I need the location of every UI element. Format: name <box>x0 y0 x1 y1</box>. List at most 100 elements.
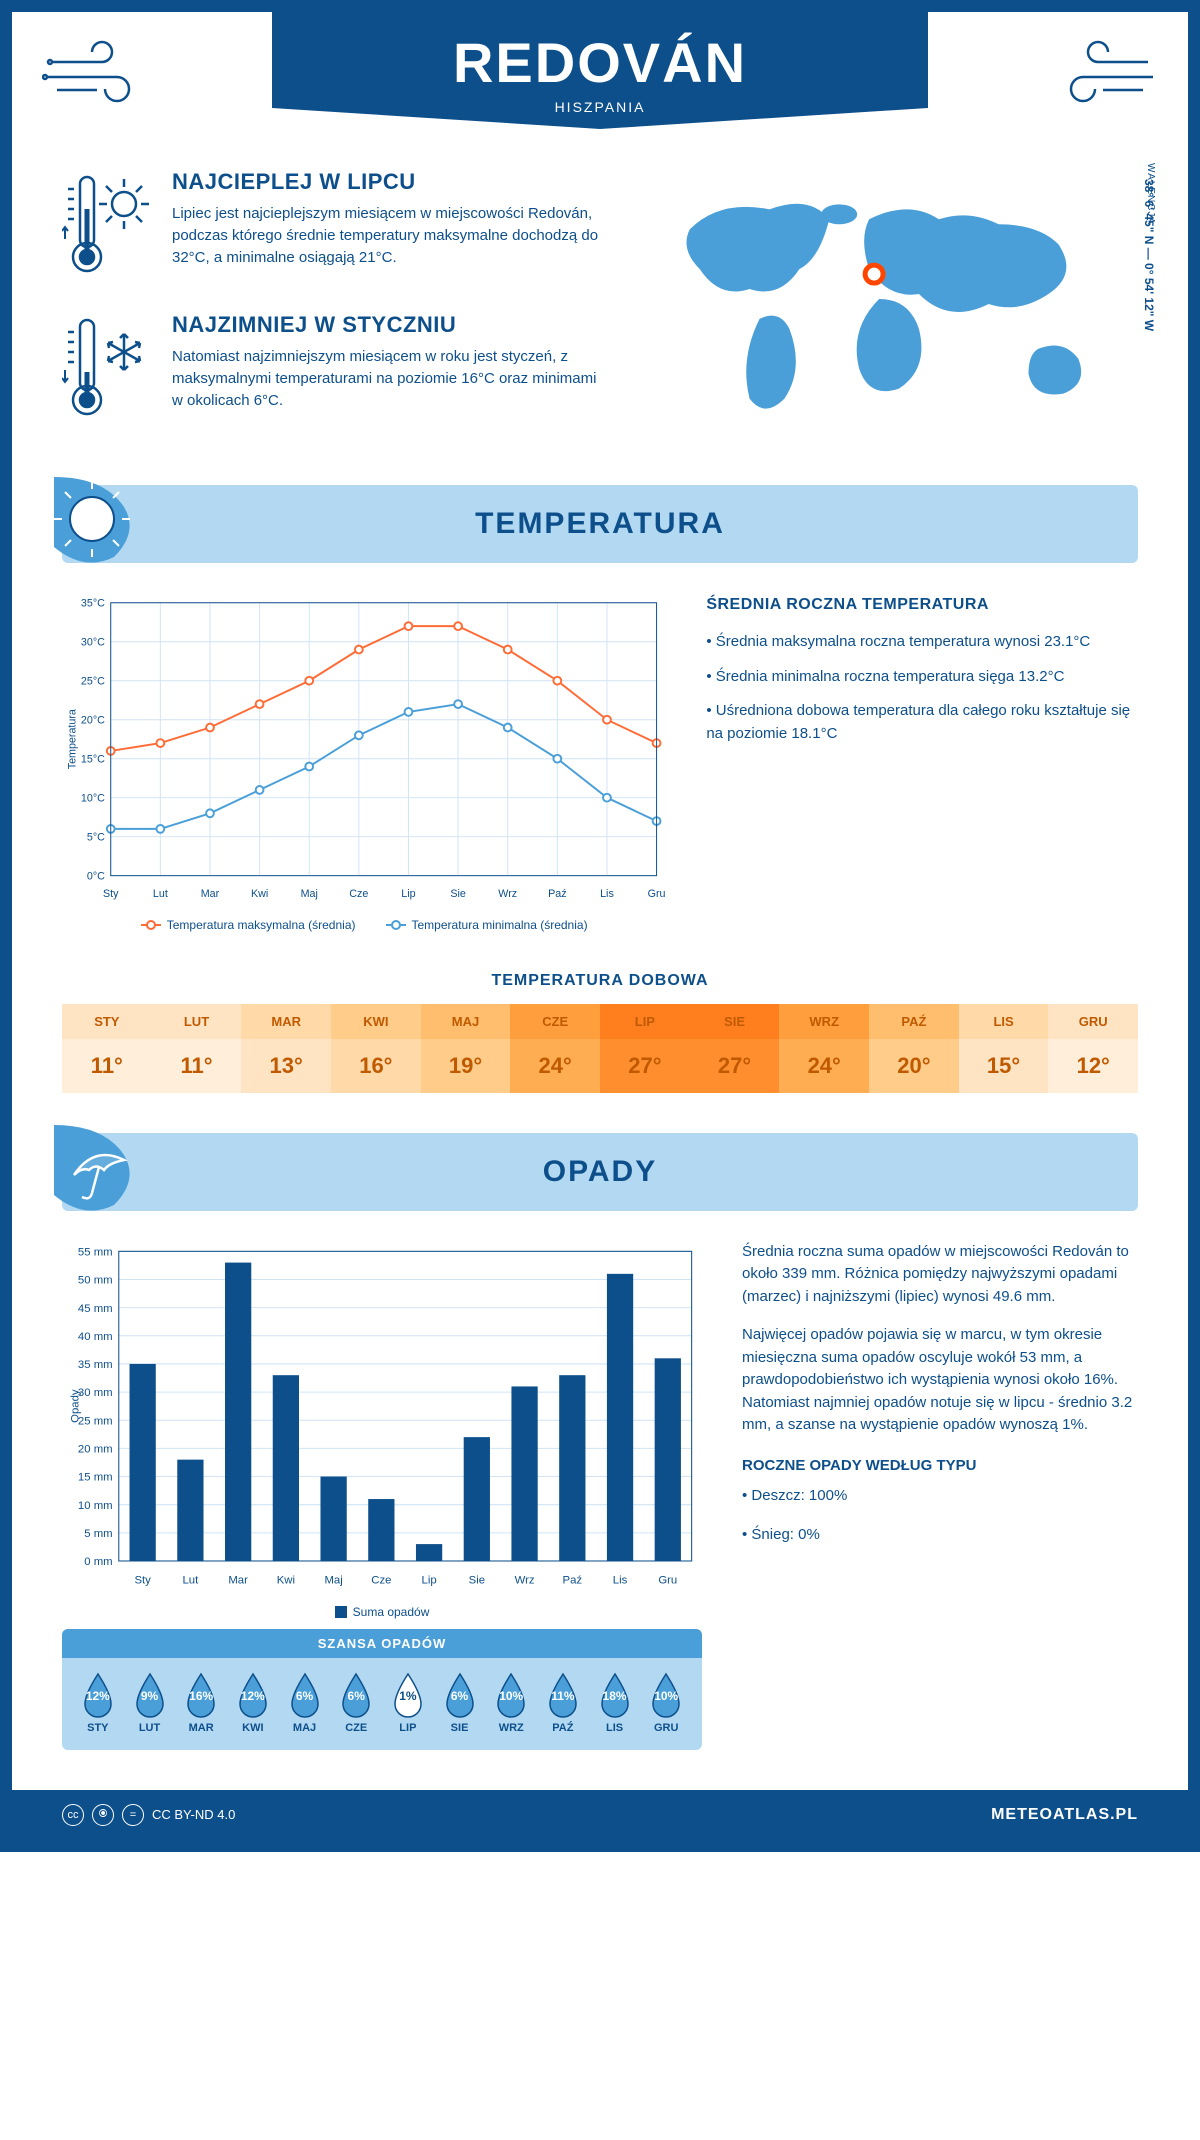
sun-icon <box>54 477 144 567</box>
coordinates: 38° 6' 45" N — 0° 54' 12" W <box>1142 179 1156 331</box>
chance-cell: 6%SIE <box>434 1670 486 1734</box>
svg-text:Cze: Cze <box>371 1575 391 1587</box>
svg-text:55 mm: 55 mm <box>78 1246 113 1258</box>
temp-cell: LIS15° <box>959 1004 1049 1093</box>
site-name: METEOATLAS.PL <box>991 1806 1138 1824</box>
svg-text:Sty: Sty <box>103 888 119 900</box>
legend-min: Temperatura minimalna (średnia) <box>412 918 588 932</box>
precip-legend: Suma opadów <box>62 1605 702 1619</box>
svg-text:0°C: 0°C <box>87 871 105 883</box>
svg-text:Paź: Paź <box>548 888 566 900</box>
svg-text:30 mm: 30 mm <box>78 1387 113 1399</box>
svg-text:50 mm: 50 mm <box>78 1275 113 1287</box>
svg-text:Wrz: Wrz <box>515 1575 535 1587</box>
cold-fact: NAJZIMNIEJ W STYCZNIU Natomiast najzimni… <box>62 312 610 427</box>
chance-cell: 12%KWI <box>227 1670 279 1734</box>
svg-text:20°C: 20°C <box>81 715 105 727</box>
chance-cell: 1%LIP <box>382 1670 434 1734</box>
chance-cell: 9%LUT <box>124 1670 176 1734</box>
wind-icon <box>1038 32 1158 117</box>
svg-text:Lut: Lut <box>153 888 168 900</box>
precipitation-chance-box: SZANSA OPADÓW 12%STY9%LUT16%MAR12%KWI6%M… <box>62 1629 702 1750</box>
chance-title: SZANSA OPADÓW <box>62 1629 702 1658</box>
svg-text:Lis: Lis <box>613 1575 628 1587</box>
thermometer-snow-icon <box>62 312 152 427</box>
wind-icon <box>42 32 162 117</box>
chance-cell: 18%LIS <box>589 1670 641 1734</box>
svg-text:5 mm: 5 mm <box>84 1528 112 1540</box>
temperature-body: 0°C5°C10°C15°C20°C25°C30°C35°CStyLutMarK… <box>12 563 1188 962</box>
precipitation-body: 0 mm5 mm10 mm15 mm20 mm25 mm30 mm35 mm40… <box>12 1211 1188 1790</box>
hot-text: Lipiec jest najcieplejszym miesiącem w m… <box>172 203 610 268</box>
chance-cell: 6%MAJ <box>279 1670 331 1734</box>
chance-cell: 6%CZE <box>330 1670 382 1734</box>
svg-text:Paź: Paź <box>563 1575 583 1587</box>
umbrella-icon <box>54 1125 144 1215</box>
temp-bullet: • Średnia minimalna roczna temperatura s… <box>706 666 1138 689</box>
svg-text:0 mm: 0 mm <box>84 1556 112 1568</box>
svg-text:25 mm: 25 mm <box>78 1415 113 1427</box>
section-title: TEMPERATURA <box>475 507 725 540</box>
type-bullet: • Śnieg: 0% <box>742 1524 1138 1547</box>
precip-para2: Najwięcej opadów pojawia się w marcu, w … <box>742 1324 1138 1437</box>
svg-text:Lip: Lip <box>401 888 415 900</box>
header: REDOVÁN HISZPANIA <box>12 12 1188 129</box>
svg-text:Kwi: Kwi <box>251 888 268 900</box>
temp-cell: KWI16° <box>331 1004 421 1093</box>
precip-type-title: ROCZNE OPADY WEDŁUG TYPU <box>742 1455 1138 1478</box>
temp-cell: WRZ24° <box>779 1004 869 1093</box>
temp-legend: Temperatura maksymalna (średnia) Tempera… <box>62 918 666 932</box>
hot-fact: NAJCIEPLEJ W LIPCU Lipiec jest najcieple… <box>62 169 610 284</box>
world-map: WALENCJA 38° 6' 45" N — 0° 54' 12" W <box>640 169 1138 455</box>
license-text: CC BY-ND 4.0 <box>152 1807 235 1822</box>
svg-text:15 mm: 15 mm <box>78 1472 113 1484</box>
temp-cell: CZE24° <box>510 1004 600 1093</box>
svg-text:Temperatura: Temperatura <box>67 709 79 769</box>
chance-cell: 11%PAŹ <box>537 1670 589 1734</box>
svg-text:20 mm: 20 mm <box>78 1443 113 1455</box>
by-icon: 🞊 <box>92 1804 114 1826</box>
precipitation-bar-chart: 0 mm5 mm10 mm15 mm20 mm25 mm30 mm35 mm40… <box>62 1241 702 1592</box>
temperature-line-chart: 0°C5°C10°C15°C20°C25°C30°C35°CStyLutMarK… <box>62 593 666 905</box>
temp-bullet: • Uśredniona dobowa temperatura dla całe… <box>706 700 1138 745</box>
svg-text:Sty: Sty <box>134 1575 151 1587</box>
svg-text:Opady: Opady <box>70 1389 82 1423</box>
temp-cell: LUT11° <box>152 1004 242 1093</box>
chance-cell: 10%GRU <box>640 1670 692 1734</box>
thermometer-sun-icon <box>62 169 152 284</box>
svg-text:10 mm: 10 mm <box>78 1500 113 1512</box>
svg-text:Sie: Sie <box>450 888 466 900</box>
footer: cc 🞊 = CC BY-ND 4.0 METEOATLAS.PL <box>12 1790 1188 1840</box>
svg-text:35 mm: 35 mm <box>78 1359 113 1371</box>
svg-text:Mar: Mar <box>228 1575 248 1587</box>
cold-title: NAJZIMNIEJ W STYCZNIU <box>172 312 610 338</box>
svg-text:5°C: 5°C <box>87 832 105 844</box>
svg-text:35°C: 35°C <box>81 598 105 610</box>
section-title: OPADY <box>543 1155 657 1188</box>
temp-cell: MAR13° <box>241 1004 331 1093</box>
legend-sum: Suma opadów <box>353 1605 430 1619</box>
temp-cell: LIP27° <box>600 1004 690 1093</box>
svg-text:15°C: 15°C <box>81 754 105 766</box>
svg-text:Kwi: Kwi <box>277 1575 295 1587</box>
temp-cell: GRU12° <box>1048 1004 1138 1093</box>
svg-text:25°C: 25°C <box>81 676 105 688</box>
temp-cell: PAŹ20° <box>869 1004 959 1093</box>
precipitation-heading: OPADY <box>62 1133 1138 1211</box>
svg-text:Maj: Maj <box>301 888 318 900</box>
svg-text:Gru: Gru <box>658 1575 677 1587</box>
temp-cell: SIE27° <box>690 1004 780 1093</box>
svg-text:Lis: Lis <box>600 888 614 900</box>
svg-text:Cze: Cze <box>349 888 368 900</box>
chance-cell: 12%STY <box>72 1670 124 1734</box>
precip-para1: Średnia roczna suma opadów w miejscowośc… <box>742 1241 1138 1309</box>
svg-text:Sie: Sie <box>469 1575 485 1587</box>
daily-temp-table: STY11°LUT11°MAR13°KWI16°MAJ19°CZE24°LIP2… <box>62 1004 1138 1093</box>
hot-title: NAJCIEPLEJ W LIPCU <box>172 169 610 195</box>
svg-text:Wrz: Wrz <box>498 888 517 900</box>
cc-icon: cc <box>62 1804 84 1826</box>
svg-text:Lut: Lut <box>183 1575 200 1587</box>
svg-text:Maj: Maj <box>324 1575 342 1587</box>
chance-cell: 16%MAR <box>175 1670 227 1734</box>
cold-text: Natomiast najzimniejszym miesiącem w rok… <box>172 346 610 411</box>
